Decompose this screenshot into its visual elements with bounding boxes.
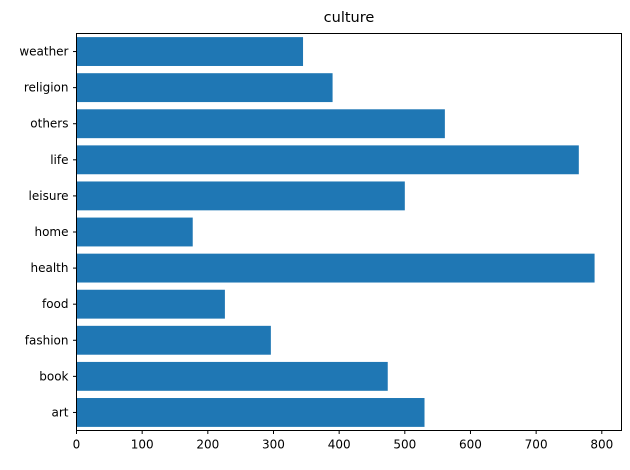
bar-food: [76, 289, 225, 319]
y-tick-label: religion: [24, 81, 69, 95]
bar-religion: [76, 73, 333, 103]
bar-home: [76, 217, 193, 247]
x-tick-label: 700: [525, 438, 548, 452]
y-tick-label: leisure: [29, 189, 69, 203]
bar-weather: [76, 37, 304, 66]
y-tick-label: weather: [19, 45, 68, 59]
bars-group: [76, 37, 595, 427]
y-tick-label: life: [50, 153, 68, 167]
plot-frame: [76, 33, 622, 431]
x-tick-label: 800: [590, 438, 613, 452]
x-tick-label: 300: [262, 438, 285, 452]
bar-fashion: [76, 325, 271, 355]
bar-book: [76, 361, 388, 391]
bar-life: [76, 145, 579, 175]
y-tick-label: home: [34, 225, 68, 239]
x-tick-label: 400: [328, 438, 351, 452]
y-tick-label: others: [30, 117, 68, 131]
x-axis-ticks: 0 100 200 300 400 500 600 700 800: [73, 430, 613, 452]
bar-art: [76, 398, 425, 427]
y-tick-label: book: [39, 369, 68, 383]
x-tick-label: 0: [73, 438, 81, 452]
y-axis-ticks: art book fashion food health home leisure life o…: [19, 45, 77, 419]
bar-leisure: [76, 181, 405, 211]
y-tick-label: food: [42, 297, 69, 311]
x-tick-label: 200: [196, 438, 219, 452]
y-tick-label: health: [31, 261, 69, 275]
bar-others: [76, 109, 445, 139]
bar-health: [76, 253, 595, 283]
x-tick-label: 500: [393, 438, 416, 452]
y-tick-label: art: [52, 405, 69, 419]
y-tick-label: fashion: [25, 333, 69, 347]
x-tick-label: 100: [131, 438, 154, 452]
x-tick-label: 600: [459, 438, 482, 452]
chart-title: culture: [324, 10, 375, 26]
